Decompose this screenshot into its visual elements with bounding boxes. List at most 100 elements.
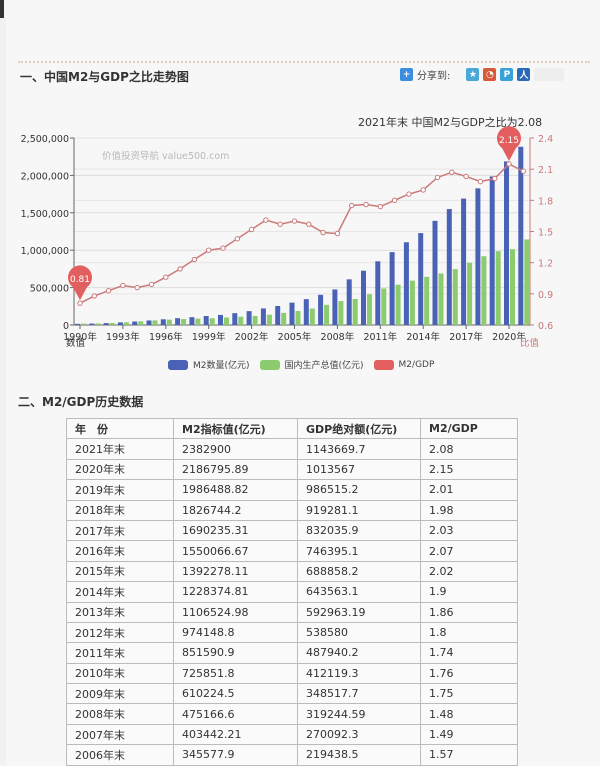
table-cell: 610224.5 [173,683,298,705]
table-cell: 643563.1 [297,581,421,603]
table-cell: 1143669.7 [297,438,421,460]
table-cell: 1.75 [420,683,518,705]
table-cell: 2.07 [420,540,518,562]
svg-text:1999年: 1999年 [192,331,226,343]
table-cell: 592963.19 [297,601,421,623]
renren-icon[interactable]: 人 [517,68,531,81]
table-cell: 345577.9 [173,744,298,766]
tqq-icon[interactable]: P [500,68,514,81]
table-cell: 1.74 [420,642,518,664]
svg-text:1.8: 1.8 [538,196,553,207]
svg-text:2.1: 2.1 [538,165,553,176]
divider [18,61,590,63]
table-cell: 746395.1 [297,540,421,562]
table-cell: 1.76 [420,662,518,685]
svg-text:500,000: 500,000 [30,284,69,295]
svg-text:2.15: 2.15 [499,136,519,146]
table-cell: 2017年末 [66,519,174,542]
svg-text:2002年: 2002年 [235,331,269,343]
table-cell: 1013567 [297,458,421,481]
table-cell: 2.08 [420,438,518,460]
table-row: 2016年末 1550066.67 746395.1 2.07 [66,540,518,562]
section-title-table: 二、M2/GDP历史数据 [18,395,144,409]
svg-text:1.5: 1.5 [538,228,553,239]
table-cell: 2.02 [420,560,518,583]
table-row: 2009年末 610224.5 348517.7 1.75 [66,683,518,705]
table-row: 2018年末 1826744.2 919281.1 1.98 [66,499,518,521]
legend-gdp[interactable]: 国内生产总值(亿元) [259,358,364,371]
table-cell: 2020年末 [66,458,174,481]
svg-text:2,500,000: 2,500,000 [21,134,69,145]
svg-text:0.9: 0.9 [538,290,553,301]
history-table: 年 份 M2指标值(亿元) GDP绝对额(亿元) M2/GDP 2021年末 23829… [66,417,518,766]
svg-text:1993年: 1993年 [106,331,140,343]
table-row: 2014年末 1228374.81 643563.1 1.9 [66,581,518,603]
table-cell: 2006年末 [66,744,174,766]
table-cell: 412119.3 [297,662,421,685]
table-cell: 1.48 [420,703,518,725]
table-cell: 1228374.81 [173,581,298,603]
share-plus-icon[interactable]: + [400,68,413,81]
table-cell: 1986488.82 [173,479,298,501]
table-row: 2017年末 1690235.31 832035.9 2.03 [66,519,518,542]
scrollbar-edge [0,0,4,18]
svg-text:2017年: 2017年 [449,331,483,343]
table-cell: 986515.2 [297,479,421,501]
table-cell: 2015年末 [66,560,174,583]
svg-text:2020年: 2020年 [492,331,526,343]
table-cell: 2.15 [420,458,518,481]
watermark: 价值投资导航 value500.com [102,151,230,162]
table-cell: 2012年末 [66,621,174,644]
table-row: 2008年末 475166.6 319244.59 1.48 [66,703,518,725]
table-cell: 2010年末 [66,662,174,685]
table-cell: 348517.7 [297,683,421,705]
qzone-icon[interactable]: ★ [466,68,480,81]
chart-subtitle: 2021年末 中国M2与GDP之比为2.08 [358,116,543,129]
section-title-chart: 一、中国M2与GDP之比走势图 [20,70,189,84]
table-cell: 851590.9 [173,642,298,664]
table-row: 2013年末 1106524.98 592963.19 1.86 [66,601,518,623]
table-cell: 1.57 [420,744,518,766]
table-header-row: 年 份 M2指标值(亿元) GDP绝对额(亿元) M2/GDP [66,417,518,440]
svg-text:2008年: 2008年 [321,331,355,343]
m2-gdp-chart: 0 500,000 1,000,000 1,500,000 2,000,000 2,500… [21,126,553,349]
table-cell: 1392278.11 [173,560,298,583]
table-cell: 919281.1 [297,499,421,521]
table-cell: 2382900 [173,438,298,460]
svg-text:2014年: 2014年 [406,331,440,343]
column-header: 年 份 [66,417,174,440]
table-cell: 2019年末 [66,479,174,501]
svg-text:2,000,000: 2,000,000 [21,171,69,182]
table-cell: 2011年末 [66,642,174,664]
column-header: GDP绝对额(亿元) [297,417,421,440]
table-cell: 487940.2 [297,642,421,664]
table-cell: 475166.6 [173,703,298,725]
table-cell: 1106524.98 [173,601,298,623]
weibo-icon[interactable]: ◔ [483,68,497,81]
left-margin [0,18,6,765]
table-cell: 2018年末 [66,499,174,521]
legend-ratio[interactable]: M2/GDP [373,359,434,370]
svg-text:2011年: 2011年 [363,331,397,343]
table-cell: 1.8 [420,621,518,644]
table-cell: 688858.2 [297,560,421,583]
svg-text:0: 0 [63,321,69,332]
svg-text:1.2: 1.2 [538,259,553,270]
legend-m2[interactable]: M2数量(亿元) [168,358,250,371]
table-row: 2021年末 2382900 1143669.7 2.08 [66,438,518,460]
table-row: 2020年末 2186795.89 1013567 2.15 [66,458,518,481]
table-row: 2007年末 403442.21 270092.3 1.49 [66,723,518,746]
svg-text:数值: 数值 [66,337,86,349]
table-cell: 1550066.67 [173,540,298,562]
table-row: 2011年末 851590.9 487940.2 1.74 [66,642,518,664]
svg-text:1,000,000: 1,000,000 [21,246,69,257]
table-cell: 2016年末 [66,540,174,562]
share-more-button[interactable] [534,68,565,81]
table-row: 2010年末 725851.8 412119.3 1.76 [66,662,518,685]
table-cell: 538580 [297,621,421,644]
table-cell: 2009年末 [66,683,174,705]
table-cell: 1.9 [420,581,518,603]
column-header: M2/GDP [420,417,518,440]
table-row: 2015年末 1392278.11 688858.2 2.02 [66,560,518,583]
table-cell: 2008年末 [66,703,174,725]
